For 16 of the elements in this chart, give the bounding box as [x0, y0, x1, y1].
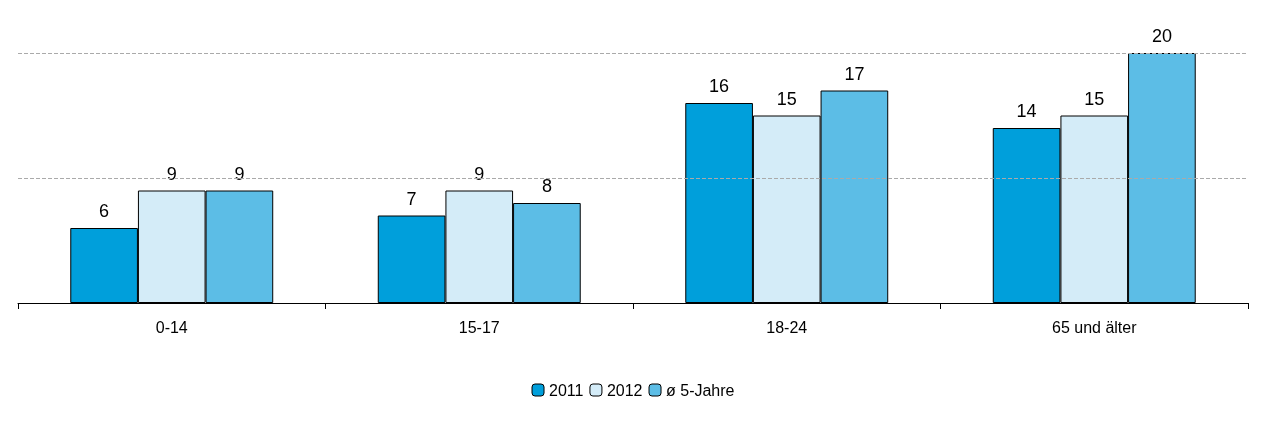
- data-label: 8: [541, 176, 552, 196]
- data-label: 7: [406, 188, 417, 209]
- data-label: 6: [99, 201, 110, 221]
- data-label: 14: [1016, 101, 1037, 121]
- legend-label: ø 5-Jahre: [666, 381, 735, 399]
- data-label: 15: [776, 88, 797, 109]
- data-label: 15: [1084, 88, 1105, 109]
- data-label: 17: [844, 63, 865, 84]
- x-tick-label: 0-14: [155, 318, 188, 336]
- legend-label: 2012: [606, 381, 643, 399]
- x-tick-label: 15-17: [458, 318, 500, 336]
- data-label: 20: [1151, 26, 1172, 46]
- data-label: 16: [709, 76, 730, 96]
- legend-label: 2011: [549, 381, 584, 399]
- x-tick-label: 18-24: [766, 318, 808, 336]
- x-tick-label: 65 und älter: [1051, 318, 1138, 336]
